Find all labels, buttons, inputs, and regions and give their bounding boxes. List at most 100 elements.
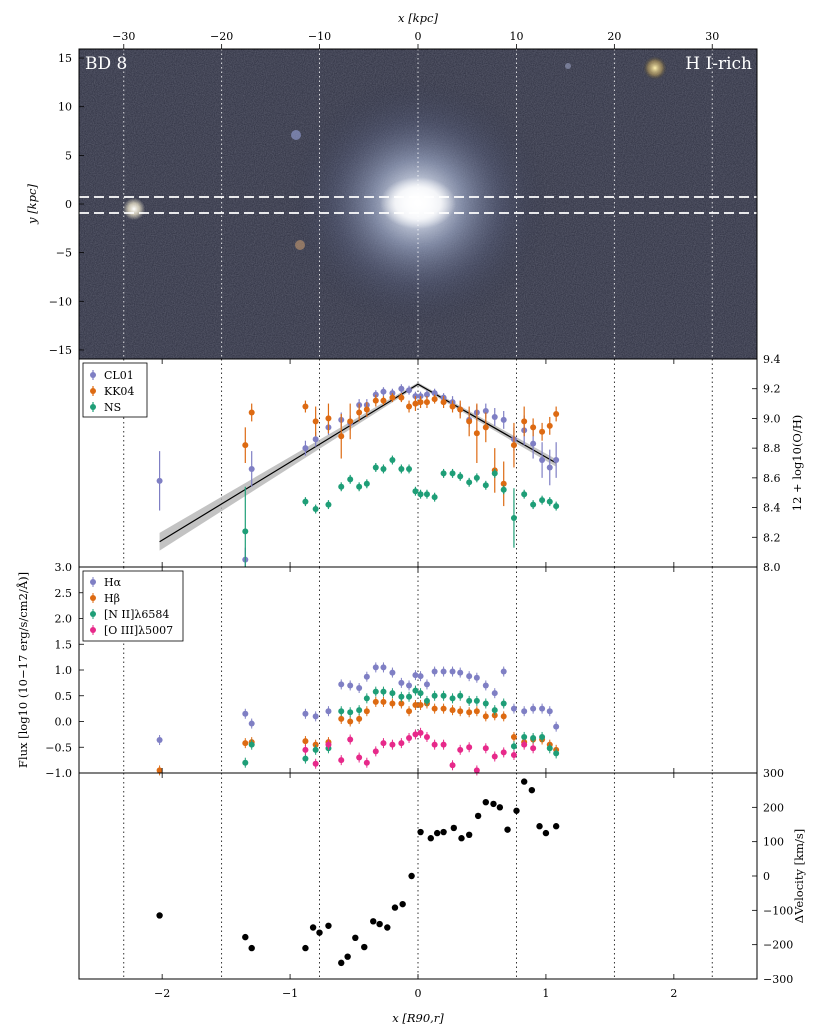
flux-point-series-2 [440,692,447,699]
ns-point [363,480,370,487]
flux-point-series-1 [449,707,456,714]
y-tick-label: 100 [763,836,784,849]
flux-point-series-0 [466,673,473,680]
velocity-point [552,823,560,830]
top-tick-label: 20 [607,30,621,43]
flux-point-series-0 [398,679,405,686]
cl01-point [248,465,255,472]
flux-point-series-2 [473,697,480,704]
ns-point [440,470,447,477]
kk04-point [466,418,473,425]
flux-point-series-3 [431,741,438,748]
flux-point-series-1 [302,738,309,745]
flux-legend: Hα Hβ [N II]λ6584 [O III]λ5007 [82,570,184,642]
flux-point-series-0 [412,672,419,679]
y-tick-label: 8.8 [763,442,781,455]
velocity-point [338,959,345,967]
legend-marker [90,579,96,585]
kk04-point [482,424,489,431]
flux-point-series-1 [372,698,379,705]
flux-point-series-2 [302,755,309,762]
flux-point-series-0 [440,668,447,675]
flux-point-series-3 [417,729,424,736]
top-tick-label: 0 [415,30,422,43]
velocity-point [302,944,309,952]
cl01-point [156,477,163,484]
flux-point-series-2 [466,697,473,704]
velocity-point [156,912,163,919]
velocity-point [316,929,323,936]
flux-point-series-1 [440,705,447,712]
metallicity-points [156,384,560,567]
flux-point-series-0 [302,710,309,717]
gas-class-label: H I-rich [685,54,752,74]
flux-point-series-2 [510,743,517,750]
velocity-points [156,778,560,967]
y-tick-label: 8.2 [763,531,781,544]
flux-point-series-3 [449,762,456,769]
galaxy-image [79,49,757,359]
y-tick-label: 200 [763,801,784,814]
cl01-point [398,385,405,392]
flux-point-series-1 [312,741,319,748]
flux-point-series-2 [363,695,370,702]
velocity-ticks: −300 −200 −100 0 100 200 300 [161,767,793,986]
y-tick-label: 300 [763,767,784,780]
legend-label: KK04 [104,385,134,398]
ns-point [406,465,413,472]
flux-point-series-1 [389,700,396,707]
y-tick-label: 8.0 [763,561,781,574]
flux-point-series-3 [482,745,489,752]
flux-point-series-1 [398,700,405,707]
flux-point-series-2 [312,746,319,753]
velocity-point [490,800,497,808]
cl01-point [431,390,438,397]
flux-point-series-2 [347,709,354,716]
kk04-point [440,399,447,406]
ns-point [242,528,249,535]
velocity-point [465,831,473,838]
flux-point-series-2 [530,734,537,741]
flux-point-series-3 [457,746,464,753]
kk04-point [417,399,424,406]
metallicity-y-axis-label: 12 + log10(O/H) [790,415,804,511]
velocity-point [248,944,255,952]
flux-point-series-3 [440,741,447,748]
bottom-tick-label: 1 [542,987,549,1000]
top-tick-label: −30 [112,30,135,43]
ns-point [553,503,560,510]
ns-point [325,501,332,508]
flux-point-series-0 [449,668,456,675]
galaxy-image-panel: BD 8 H I-rich −30 −20 −10 0 10 20 30 15 10 5 0 −5 −1… [25,11,758,360]
flux-point-series-3 [491,753,498,760]
flux-point-series-2 [423,697,430,704]
flux-point-series-2 [500,700,507,707]
cl01-point [302,445,309,452]
kk04-point [530,424,537,431]
top-tick-label: 10 [510,30,524,43]
kk04-point [406,403,413,410]
galaxy-name-label: BD 8 [85,54,127,74]
flux-point-series-1 [156,767,163,774]
cl01-point [482,408,489,414]
velocity-gridlines [123,773,713,979]
flux-point-series-0 [473,674,480,681]
kk04-point [546,422,553,429]
ns-point [449,470,456,477]
velocity-point [536,823,543,830]
velocity-point [427,835,434,842]
legend-marker [90,404,96,410]
y-tick-label: 8.4 [763,502,781,515]
ns-point [338,483,345,490]
velocity-point [474,812,482,820]
left-tick-label: −15 [49,344,72,357]
velocity-point [528,786,536,794]
velocity-point [450,824,458,832]
ns-point [539,497,546,504]
flux-point-series-2 [546,745,553,752]
flux-point-series-1 [473,708,480,715]
left-tick-label: 0 [65,198,72,211]
ns-point [372,464,379,471]
flux-point-series-3 [380,740,387,747]
flux-point-series-1 [466,709,473,716]
